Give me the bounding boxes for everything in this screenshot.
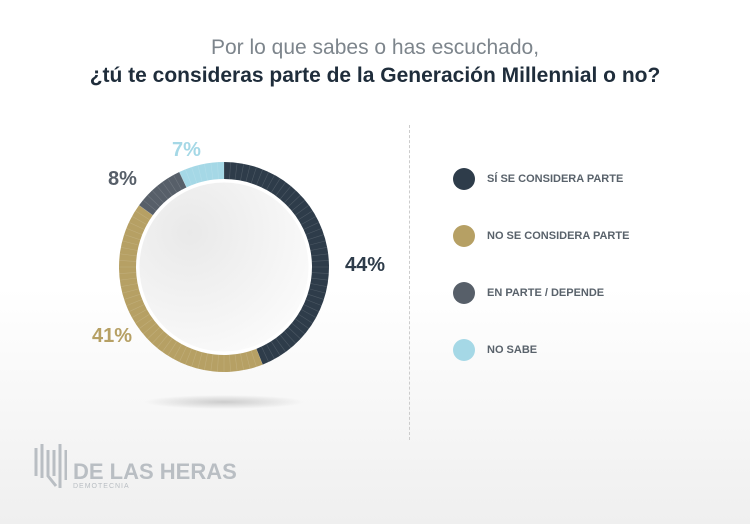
legend-item: EN PARTE / DEPENDE xyxy=(453,282,604,304)
chart-title: ¿tú te consideras parte de la Generación… xyxy=(89,64,661,87)
donut-slice xyxy=(179,162,224,188)
legend-swatch xyxy=(453,168,475,190)
logo-subtitle: DEMOTECNIA xyxy=(73,483,130,490)
legend-item: SÍ SE CONSIDERA PARTE xyxy=(453,168,623,190)
legend-swatch xyxy=(453,225,475,247)
donut-center xyxy=(136,179,312,355)
legend-label: NO SE CONSIDERA PARTE xyxy=(487,230,630,242)
data-label: 44% xyxy=(345,254,386,276)
legend-label: NO SABE xyxy=(487,344,538,356)
legend-item: NO SE CONSIDERA PARTE xyxy=(453,225,629,247)
chart-subtitle: Por lo que sabes o has escuchado, xyxy=(210,36,540,59)
legend-label: SÍ SE CONSIDERA PARTE xyxy=(487,173,624,185)
donut-slice xyxy=(224,162,329,365)
data-label: 7% xyxy=(172,139,201,161)
legend-item: NO SABE xyxy=(453,339,537,361)
donut-slice xyxy=(139,171,187,216)
divider xyxy=(409,125,410,440)
logo-name: DE LAS HERAS xyxy=(73,459,237,484)
legend-swatch xyxy=(453,339,475,361)
logo: DE LAS HERAS DEMOTECNIA xyxy=(33,440,237,490)
data-label: 8% xyxy=(108,168,137,190)
logo-icon xyxy=(34,444,67,488)
chart-shadow xyxy=(144,395,304,409)
legend-swatch xyxy=(453,282,475,304)
data-label: 41% xyxy=(92,325,133,347)
legend-label: EN PARTE / DEPENDE xyxy=(487,287,605,299)
donut-slice xyxy=(119,205,263,372)
